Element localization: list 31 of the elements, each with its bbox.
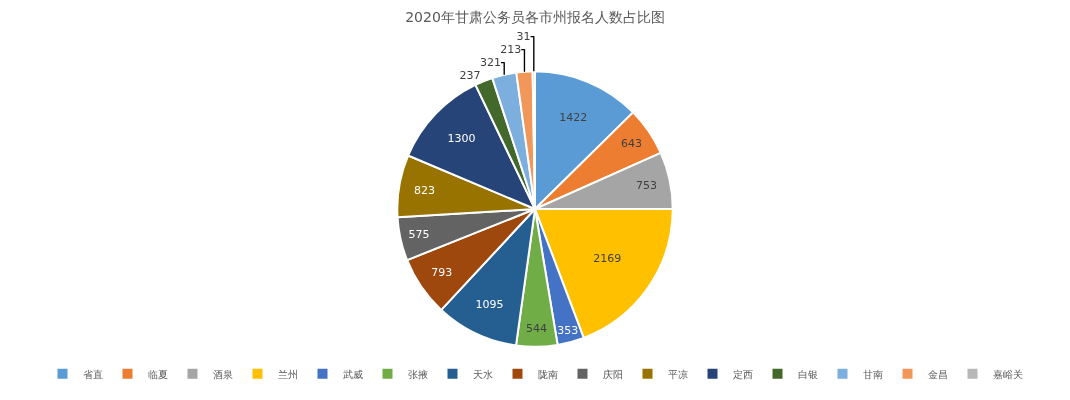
legend-label: 天水	[472, 368, 493, 380]
data-label: 321	[479, 56, 501, 70]
legend-label: 兰州	[277, 368, 298, 380]
data-label: 353	[557, 323, 579, 337]
data-label: 1095	[475, 298, 504, 312]
legend-label: 甘南	[862, 368, 883, 380]
data-label: 1300	[447, 132, 476, 146]
legend-label: 武威	[342, 368, 363, 380]
data-label: 237	[459, 69, 481, 83]
data-label: 2169	[593, 252, 622, 266]
data-label: 643	[621, 136, 643, 150]
legend-label: 嘉峪关	[992, 368, 1023, 380]
legend-label: 张掖	[407, 368, 428, 380]
data-label: 793	[431, 266, 453, 280]
data-label: 1422	[559, 110, 588, 124]
data-label: 544	[526, 322, 548, 336]
legend-label: 平凉	[667, 368, 688, 380]
legend-label: 定西	[732, 368, 753, 380]
legend-label: 白银	[797, 368, 818, 380]
data-label: 823	[413, 183, 435, 197]
data-label: 213	[500, 43, 522, 57]
legend-label: 临夏	[147, 368, 168, 380]
data-label: 31	[516, 30, 531, 44]
legend-label: 陇南	[537, 368, 558, 380]
legend-label: 金昌	[927, 368, 948, 380]
legend-label: 省直	[82, 368, 103, 380]
legend-label: 酒泉	[212, 368, 233, 380]
data-label: 575	[408, 228, 430, 242]
data-label: 753	[635, 178, 657, 192]
legend-label: 庆阳	[602, 368, 623, 380]
chart-title: 2020年甘肃公务员各市州报名人数占比图	[405, 8, 665, 25]
